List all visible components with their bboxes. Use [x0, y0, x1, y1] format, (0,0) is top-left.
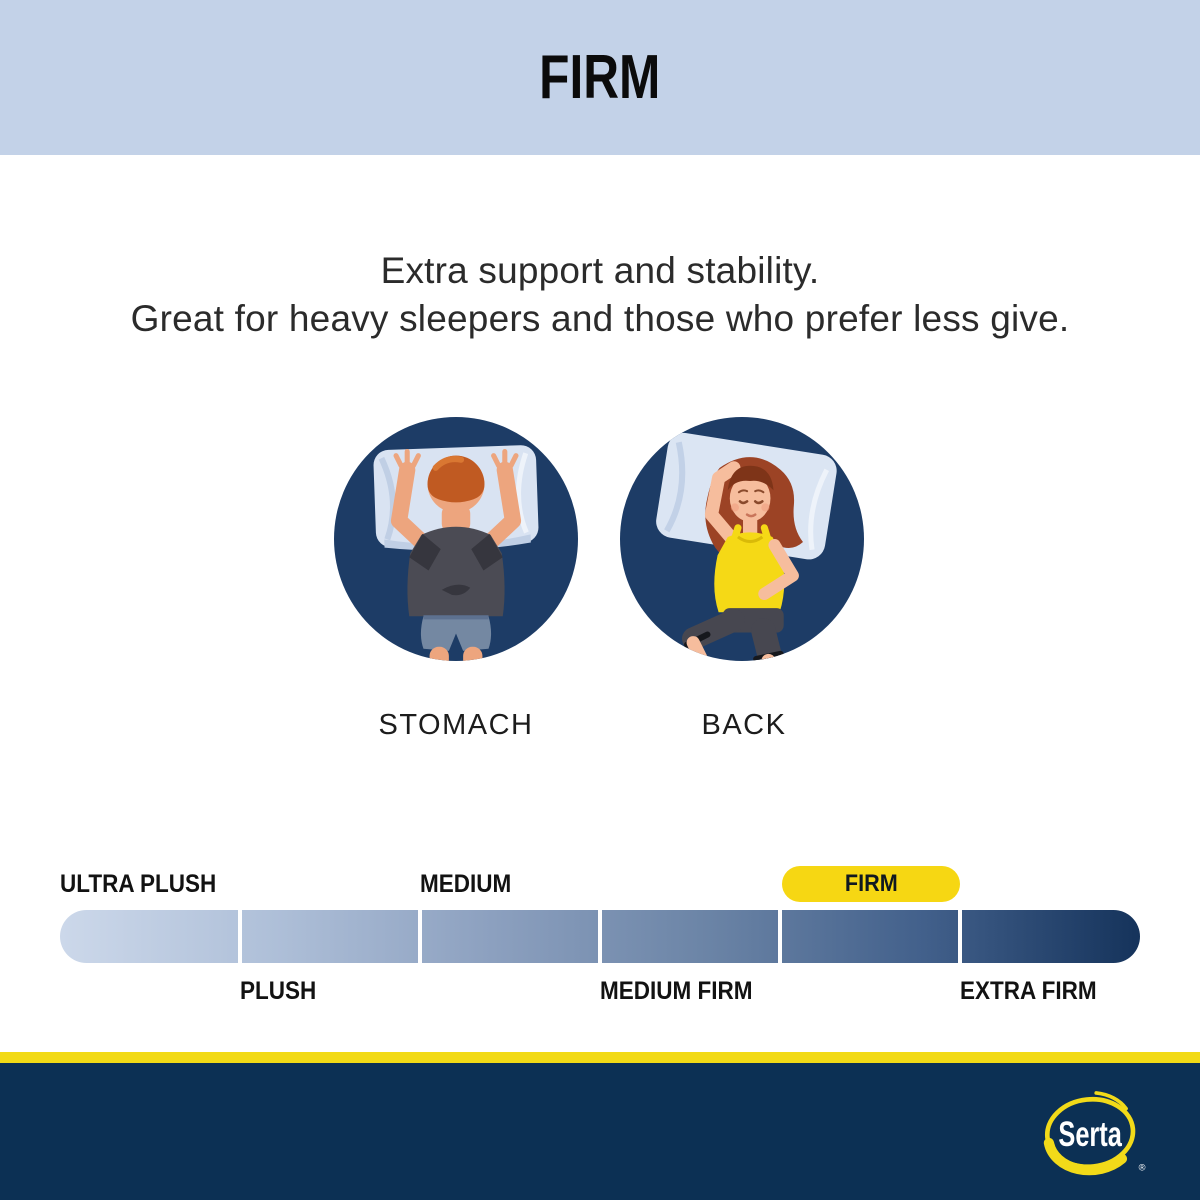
firmness-scale-bar	[60, 910, 1140, 963]
segment-divider	[778, 910, 782, 963]
registered-trademark-symbol: ®	[1139, 1162, 1146, 1172]
serta-swoosh-icon: Serta ®	[1043, 1091, 1146, 1176]
firmness-label-plush: PLUSH	[240, 977, 317, 1005]
firmness-label-ultra-plush: ULTRA PLUSH	[60, 870, 217, 898]
firmness-label-medium-firm: MEDIUM FIRM	[600, 977, 753, 1005]
footer-accent-stripe	[0, 1052, 1200, 1063]
segment-divider	[598, 910, 602, 963]
stomach-position-illustration	[334, 417, 578, 661]
page-title: FIRM	[539, 43, 661, 112]
firmness-label-medium: MEDIUM	[420, 870, 512, 898]
firmness-label-extra-firm: EXTRA FIRM	[960, 977, 1097, 1005]
man-sleeping-stomach-icon	[334, 417, 578, 661]
segment-divider	[958, 910, 962, 963]
back-position-illustration	[620, 417, 864, 661]
woman-sleeping-back-icon	[620, 417, 864, 661]
stomach-label: STOMACH	[378, 709, 534, 741]
header-banner: FIRM	[0, 0, 1200, 155]
serta-wordmark: Serta	[1058, 1114, 1122, 1154]
footer-band	[0, 1063, 1200, 1200]
description-line-1: Extra support and stability.	[380, 250, 820, 291]
back-label: BACK	[701, 709, 787, 741]
segment-divider	[418, 910, 422, 963]
firmness-selected-badge: FIRM	[782, 866, 960, 902]
segment-divider	[238, 910, 242, 963]
description: Extra support and stability. Great for h…	[0, 247, 1200, 343]
serta-logo: Serta ®	[1036, 1083, 1148, 1183]
description-line-2: Great for heavy sleepers and those who p…	[130, 298, 1070, 339]
